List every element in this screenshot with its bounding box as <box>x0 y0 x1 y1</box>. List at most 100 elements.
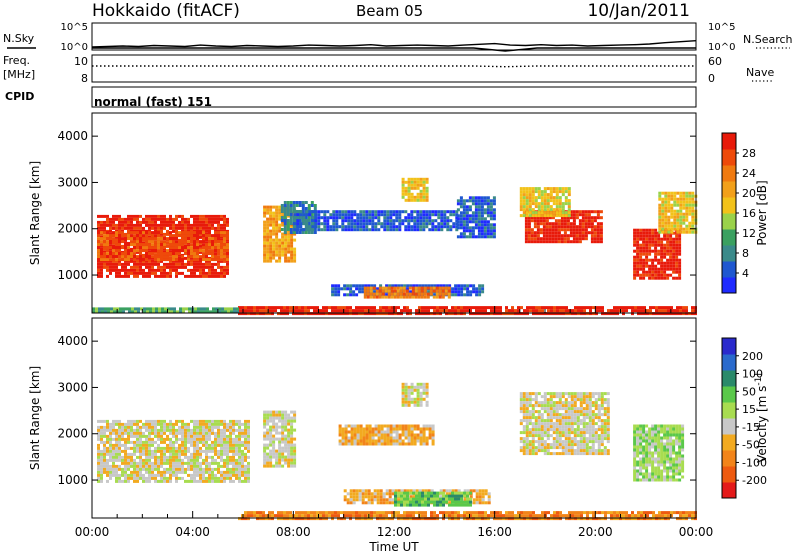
data-cell <box>355 284 359 288</box>
data-cell <box>130 464 133 468</box>
data-cell <box>217 220 220 224</box>
data-cell <box>109 440 112 444</box>
data-cell <box>223 434 226 438</box>
data-cell <box>136 220 139 224</box>
data-cell <box>130 220 133 224</box>
data-cell <box>196 249 199 253</box>
data-cell <box>468 220 472 224</box>
data-cell <box>539 222 543 226</box>
data-cell <box>202 217 205 221</box>
data-cell <box>397 312 400 316</box>
data-cell <box>413 439 417 443</box>
data-cell <box>455 216 459 220</box>
data-cell <box>664 200 668 204</box>
data-cell <box>679 227 683 231</box>
data-cell <box>673 209 677 213</box>
data-cell <box>550 309 553 313</box>
data-cell <box>391 306 394 310</box>
data-cell <box>362 216 366 220</box>
data-cell <box>407 225 411 229</box>
data-cell <box>112 458 115 462</box>
data-cell <box>133 422 136 426</box>
data-cell <box>226 422 229 426</box>
data-cell <box>642 270 646 274</box>
data-cell <box>427 284 431 288</box>
data-cell <box>172 461 175 465</box>
data-cell <box>214 252 217 256</box>
data-cell <box>416 192 420 196</box>
data-cell <box>112 422 115 426</box>
data-cell <box>529 306 532 310</box>
data-cell <box>121 220 124 224</box>
data-cell <box>119 307 122 311</box>
data-cell <box>188 307 191 311</box>
data-cell <box>505 306 508 310</box>
data-cell <box>634 309 637 313</box>
data-cell <box>112 259 115 263</box>
data-cell <box>127 231 130 235</box>
data-cell <box>484 312 487 316</box>
data-cell <box>97 446 100 450</box>
data-cell <box>172 249 175 253</box>
data-cell <box>284 247 288 251</box>
data-cell <box>277 306 280 310</box>
data-cell <box>584 225 588 229</box>
data-cell <box>462 211 466 215</box>
data-cell <box>547 309 550 313</box>
data-cell <box>393 289 397 293</box>
data-cell <box>382 309 385 313</box>
data-cell <box>169 271 172 275</box>
data-cell <box>395 213 399 217</box>
data-cell <box>424 306 427 310</box>
data-cell <box>157 458 160 462</box>
data-cell <box>639 261 643 265</box>
data-cell <box>169 425 172 429</box>
data-cell <box>329 228 333 232</box>
data-cell <box>676 203 680 207</box>
data-cell <box>212 310 215 314</box>
data-cell <box>545 219 549 223</box>
data-cell <box>136 461 139 465</box>
data-cell <box>350 210 354 214</box>
data-cell <box>235 419 238 423</box>
data-cell <box>280 228 284 231</box>
data-cell <box>534 196 538 200</box>
data-cell <box>459 214 463 218</box>
data-cell <box>446 216 450 220</box>
data-cell <box>118 271 121 275</box>
data-cell <box>280 219 284 222</box>
data-cell <box>247 422 250 426</box>
data-cell <box>217 467 220 471</box>
data-cell <box>187 252 190 256</box>
data-cell <box>454 309 457 313</box>
data-cell <box>136 231 139 235</box>
data-cell <box>525 190 529 194</box>
data-cell <box>224 310 227 314</box>
data-cell <box>567 214 571 218</box>
data-cell <box>157 231 160 235</box>
data-cell <box>112 214 115 218</box>
data-cell <box>124 464 127 468</box>
data-cell <box>97 246 100 250</box>
data-cell <box>472 312 475 316</box>
data-cell <box>106 452 109 456</box>
data-cell <box>610 312 613 316</box>
data-cell <box>642 264 646 268</box>
data-cell <box>241 443 244 447</box>
data-cell <box>205 258 208 262</box>
data-cell <box>462 220 466 224</box>
data-cell <box>425 222 429 226</box>
data-cell <box>143 307 146 311</box>
data-cell <box>372 286 376 290</box>
data-cell <box>211 467 214 471</box>
data-cell <box>103 419 106 423</box>
data-cell <box>380 210 384 214</box>
data-cell <box>211 455 214 459</box>
data-cell <box>238 476 241 480</box>
data-cell <box>407 442 411 446</box>
data-cell <box>447 292 451 296</box>
data-cell <box>124 258 127 262</box>
data-cell <box>148 455 151 459</box>
data-cell <box>691 194 695 198</box>
